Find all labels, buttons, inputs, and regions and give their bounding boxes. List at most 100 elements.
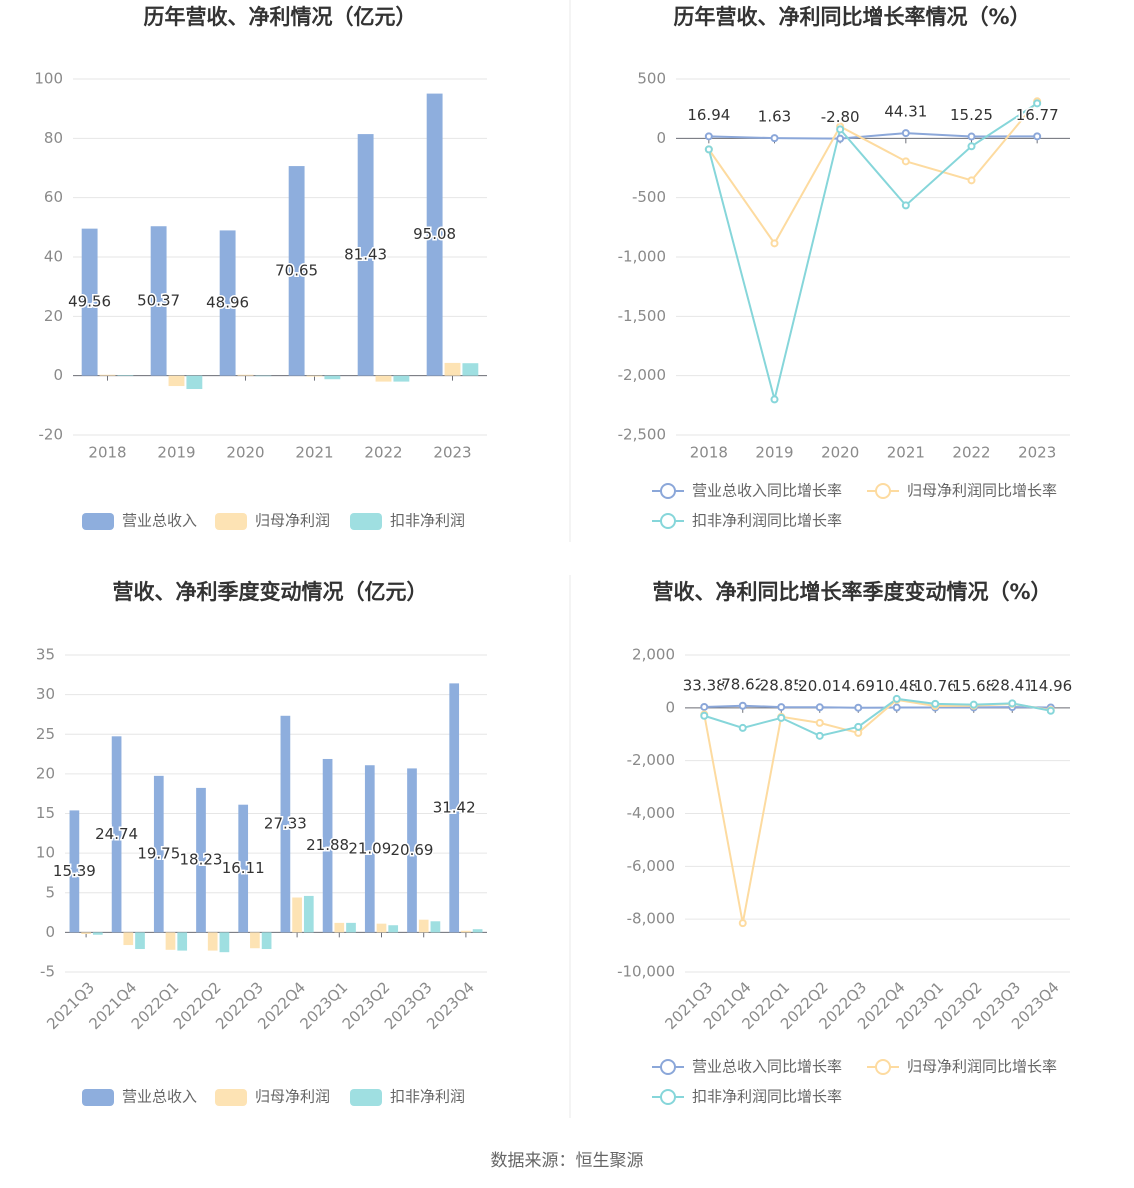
data-label: 49.56 bbox=[68, 293, 111, 311]
x-tick-label: 2020 bbox=[821, 444, 859, 462]
y-tick-label: 25 bbox=[36, 725, 55, 743]
y-tick-label: -1,000 bbox=[618, 248, 666, 266]
bar bbox=[472, 929, 483, 933]
bar bbox=[177, 932, 188, 951]
legend-label: 归母净利润同比增长率 bbox=[907, 1058, 1057, 1076]
data-label: 95.08 bbox=[413, 225, 456, 243]
data-label: 4.69 bbox=[842, 677, 875, 695]
y-tick-label: 20 bbox=[44, 307, 63, 325]
x-tick-label: 2023 bbox=[1018, 444, 1056, 462]
point bbox=[967, 142, 976, 151]
bar bbox=[186, 375, 203, 390]
x-tick-label: 2022 bbox=[952, 444, 990, 462]
y-tick-label: -2,500 bbox=[618, 426, 666, 444]
bar bbox=[238, 804, 249, 933]
data-label: 10.48 bbox=[875, 677, 918, 695]
bar bbox=[407, 768, 417, 933]
y-tick-label: 0 bbox=[656, 129, 666, 147]
bar bbox=[449, 683, 460, 933]
point bbox=[892, 694, 901, 703]
data-label: 15.68 bbox=[952, 677, 995, 695]
bar bbox=[117, 375, 134, 376]
bar bbox=[219, 230, 236, 376]
point bbox=[738, 701, 747, 710]
y-tick-label: 0 bbox=[45, 923, 55, 941]
point bbox=[1008, 699, 1017, 708]
x-tick-label: 2021 bbox=[887, 444, 925, 462]
point bbox=[815, 731, 824, 740]
chart-title: 历年营收、净利同比增长率情况（%） bbox=[673, 5, 1030, 29]
bar bbox=[324, 375, 341, 380]
bar bbox=[168, 375, 185, 387]
legend-swatch bbox=[350, 1089, 382, 1106]
legend-label: 营业总收入同比增长率 bbox=[692, 482, 842, 500]
line bbox=[703, 698, 1051, 924]
bar bbox=[219, 932, 230, 953]
bar bbox=[375, 375, 392, 382]
bar bbox=[393, 375, 410, 382]
bar bbox=[153, 775, 164, 933]
chart-title: 历年营收、净利情况（亿元） bbox=[144, 5, 417, 29]
point bbox=[1033, 132, 1042, 141]
point bbox=[901, 157, 910, 166]
data-label: 50.37 bbox=[137, 291, 180, 309]
data-label: 19.75 bbox=[137, 845, 180, 863]
y-tick-label: 60 bbox=[44, 188, 63, 206]
y-tick-label: -2,000 bbox=[618, 366, 666, 384]
y-tick-label: 15 bbox=[36, 804, 55, 822]
legend-swatch bbox=[875, 483, 891, 499]
point bbox=[1046, 706, 1055, 715]
x-tick-label: 2023 bbox=[433, 444, 471, 462]
y-tick-label: -4,000 bbox=[627, 804, 675, 822]
point bbox=[901, 129, 910, 138]
legend-label: 营业总收入 bbox=[122, 1088, 197, 1106]
line bbox=[703, 697, 1051, 737]
legend-swatch bbox=[660, 513, 676, 529]
bar bbox=[334, 922, 345, 933]
point bbox=[892, 703, 901, 712]
bar bbox=[444, 362, 461, 376]
data-label: 33.38 bbox=[683, 676, 726, 694]
bar bbox=[165, 932, 176, 950]
data-label: 21.09 bbox=[348, 839, 391, 857]
point bbox=[969, 700, 978, 709]
point bbox=[854, 722, 863, 731]
data-label: 20.69 bbox=[391, 841, 434, 859]
data-label: 21.88 bbox=[306, 836, 349, 854]
bar bbox=[280, 715, 291, 933]
data-label: 44.31 bbox=[884, 103, 927, 121]
bar bbox=[111, 736, 122, 933]
legend-label: 归母净利润 bbox=[255, 1088, 330, 1106]
legend-swatch bbox=[215, 513, 247, 530]
legend-swatch bbox=[660, 1059, 676, 1075]
point bbox=[815, 703, 824, 712]
point bbox=[738, 919, 747, 928]
y-tick-label: 30 bbox=[36, 685, 55, 703]
x-tick-label: 2023Q4 bbox=[423, 978, 478, 1033]
data-label: 20.01 bbox=[798, 677, 841, 695]
data-label: 28.85 bbox=[760, 677, 803, 695]
y-tick-label: -500 bbox=[632, 188, 666, 206]
y-tick-label: -1,500 bbox=[618, 307, 666, 325]
chart-title: 营收、净利同比增长率季度变动情况（%） bbox=[652, 580, 1051, 604]
bar bbox=[388, 925, 399, 933]
point bbox=[777, 713, 786, 722]
point bbox=[967, 132, 976, 141]
legend-swatch bbox=[350, 513, 382, 530]
legend-swatch bbox=[875, 1059, 891, 1075]
y-tick-label: -2,000 bbox=[627, 751, 675, 769]
legend-swatch bbox=[660, 483, 676, 499]
point bbox=[770, 395, 779, 404]
bar bbox=[123, 932, 134, 946]
x-tick-label: 2020 bbox=[226, 444, 264, 462]
data-label: 31.42 bbox=[433, 798, 476, 816]
x-tick-label: 2022 bbox=[364, 444, 402, 462]
data-label: 14.96 bbox=[1029, 677, 1072, 695]
data-label: 15.25 bbox=[950, 106, 993, 124]
bar bbox=[261, 932, 272, 950]
point bbox=[700, 702, 709, 711]
line bbox=[707, 102, 1038, 400]
bar bbox=[292, 897, 302, 933]
chart-title: 营收、净利季度变动情况（亿元） bbox=[113, 580, 428, 604]
